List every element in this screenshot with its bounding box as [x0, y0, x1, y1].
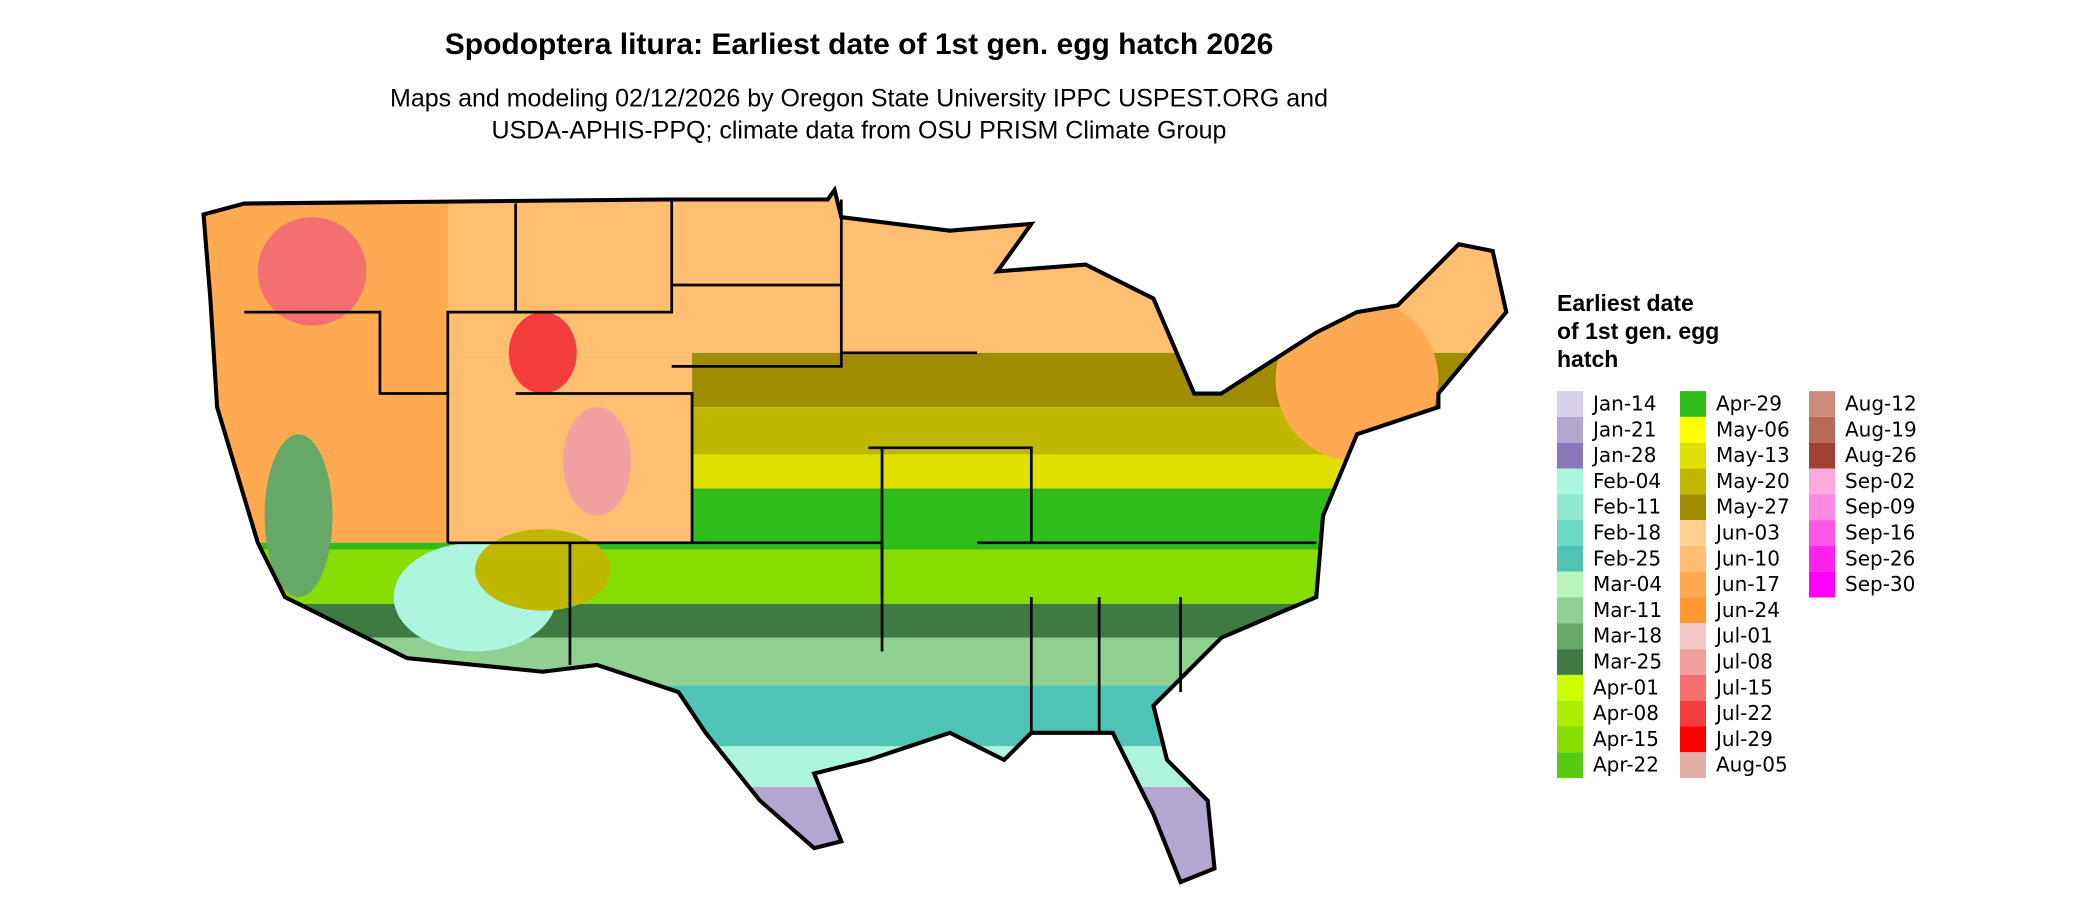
legend-swatch — [1557, 726, 1583, 753]
legend-swatch — [1809, 442, 1835, 469]
legend-swatch — [1680, 726, 1706, 753]
legend-label: Sep-02 — [1845, 469, 1915, 493]
legend-label: Aug-05 — [1716, 753, 1788, 777]
legend: Jan-14Jan-21Jan-28Feb-04Feb-11Feb-18Feb-… — [1557, 391, 1917, 779]
legend-label: Sep-30 — [1845, 572, 1915, 596]
legend-swatch — [1809, 416, 1835, 443]
legend-swatch — [1680, 649, 1706, 675]
legend-label: May-27 — [1716, 495, 1790, 519]
legend-label: May-13 — [1716, 443, 1790, 467]
legend-label: Jul-22 — [1714, 701, 1773, 725]
legend-swatch — [1557, 623, 1583, 650]
legend-swatch — [1557, 545, 1583, 572]
legend-label: Sep-09 — [1845, 495, 1915, 519]
legend-label: Feb-11 — [1593, 495, 1661, 519]
legend-label: Apr-29 — [1716, 392, 1782, 416]
legend-label: Apr-22 — [1593, 753, 1659, 777]
legend-swatch — [1557, 752, 1583, 779]
legend-label: Mar-11 — [1593, 598, 1662, 622]
legend-swatch — [1809, 391, 1835, 417]
legend-label: Jun-10 — [1714, 546, 1780, 570]
legend-swatch — [1557, 597, 1583, 624]
legend-swatch — [1809, 468, 1835, 495]
legend-label: Aug-26 — [1845, 443, 1917, 467]
legend-swatch — [1557, 571, 1583, 598]
legend-swatch — [1680, 700, 1706, 727]
legend-label: Apr-08 — [1593, 701, 1659, 725]
legend-label: Jun-24 — [1714, 598, 1780, 622]
legend-swatch — [1680, 442, 1706, 469]
legend-swatch — [1809, 571, 1835, 598]
legend-swatch — [1557, 391, 1583, 417]
legend-swatch — [1680, 416, 1706, 443]
legend-label: Jul-01 — [1714, 624, 1773, 648]
legend-label: Jul-08 — [1714, 650, 1773, 674]
legend-label: Jan-21 — [1591, 417, 1657, 441]
legend-label: Aug-19 — [1845, 417, 1917, 441]
legend-label: Jan-28 — [1591, 443, 1657, 467]
legend-label: Mar-04 — [1593, 572, 1662, 596]
legend-swatch — [1557, 520, 1583, 546]
legend-label: Jun-17 — [1714, 572, 1780, 596]
legend-swatch — [1557, 649, 1583, 675]
legend-swatch — [1680, 545, 1706, 572]
subtitle: Maps and modeling 02/12/2026 by Oregon S… — [390, 85, 1328, 113]
subtitle: USDA-APHIS-PPQ; climate data from OSU PR… — [492, 117, 1227, 145]
legend-swatch — [1680, 674, 1706, 701]
legend-swatch — [1680, 520, 1706, 546]
legend-label: Jul-29 — [1714, 727, 1773, 751]
legend-swatch — [1680, 468, 1706, 495]
legend-label: Sep-16 — [1845, 521, 1915, 545]
legend-swatch — [1557, 494, 1583, 521]
legend-label: Jun-03 — [1714, 521, 1780, 545]
legend-swatch — [1557, 468, 1583, 495]
legend-label: Feb-25 — [1593, 546, 1661, 570]
legend-label: Apr-15 — [1593, 727, 1659, 751]
legend-title: of 1st gen. egg — [1557, 318, 1719, 344]
legend-label: Sep-26 — [1845, 546, 1915, 570]
legend-swatch — [1809, 545, 1835, 572]
legend-label: May-20 — [1716, 469, 1790, 493]
legend-swatch — [1809, 520, 1835, 546]
legend-label: Feb-04 — [1593, 469, 1661, 493]
legend-swatch — [1680, 597, 1706, 624]
legend-swatch — [1557, 700, 1583, 727]
legend-swatch — [1557, 442, 1583, 469]
legend-label: May-06 — [1716, 417, 1790, 441]
legend-label: Jul-15 — [1714, 675, 1773, 699]
title: Spodoptera litura: Earliest date of 1st … — [445, 28, 1274, 61]
legend-swatch — [1557, 674, 1583, 701]
legend-label: Jan-14 — [1591, 392, 1657, 416]
legend-label: Mar-25 — [1593, 650, 1662, 674]
map — [201, 185, 1509, 885]
legend-label: Mar-18 — [1593, 624, 1662, 648]
legend-swatch — [1557, 416, 1583, 443]
legend-label: Feb-18 — [1593, 521, 1661, 545]
legend-title: Earliest date — [1557, 290, 1694, 316]
legend-swatch — [1809, 494, 1835, 521]
legend-label: Apr-01 — [1593, 675, 1659, 699]
legend-title: hatch — [1557, 346, 1618, 372]
legend-swatch — [1680, 623, 1706, 650]
legend-label: Aug-12 — [1845, 392, 1917, 416]
legend-swatch — [1680, 752, 1706, 779]
legend-swatch — [1680, 391, 1706, 417]
legend-swatch — [1680, 494, 1706, 521]
legend-swatch — [1680, 571, 1706, 598]
